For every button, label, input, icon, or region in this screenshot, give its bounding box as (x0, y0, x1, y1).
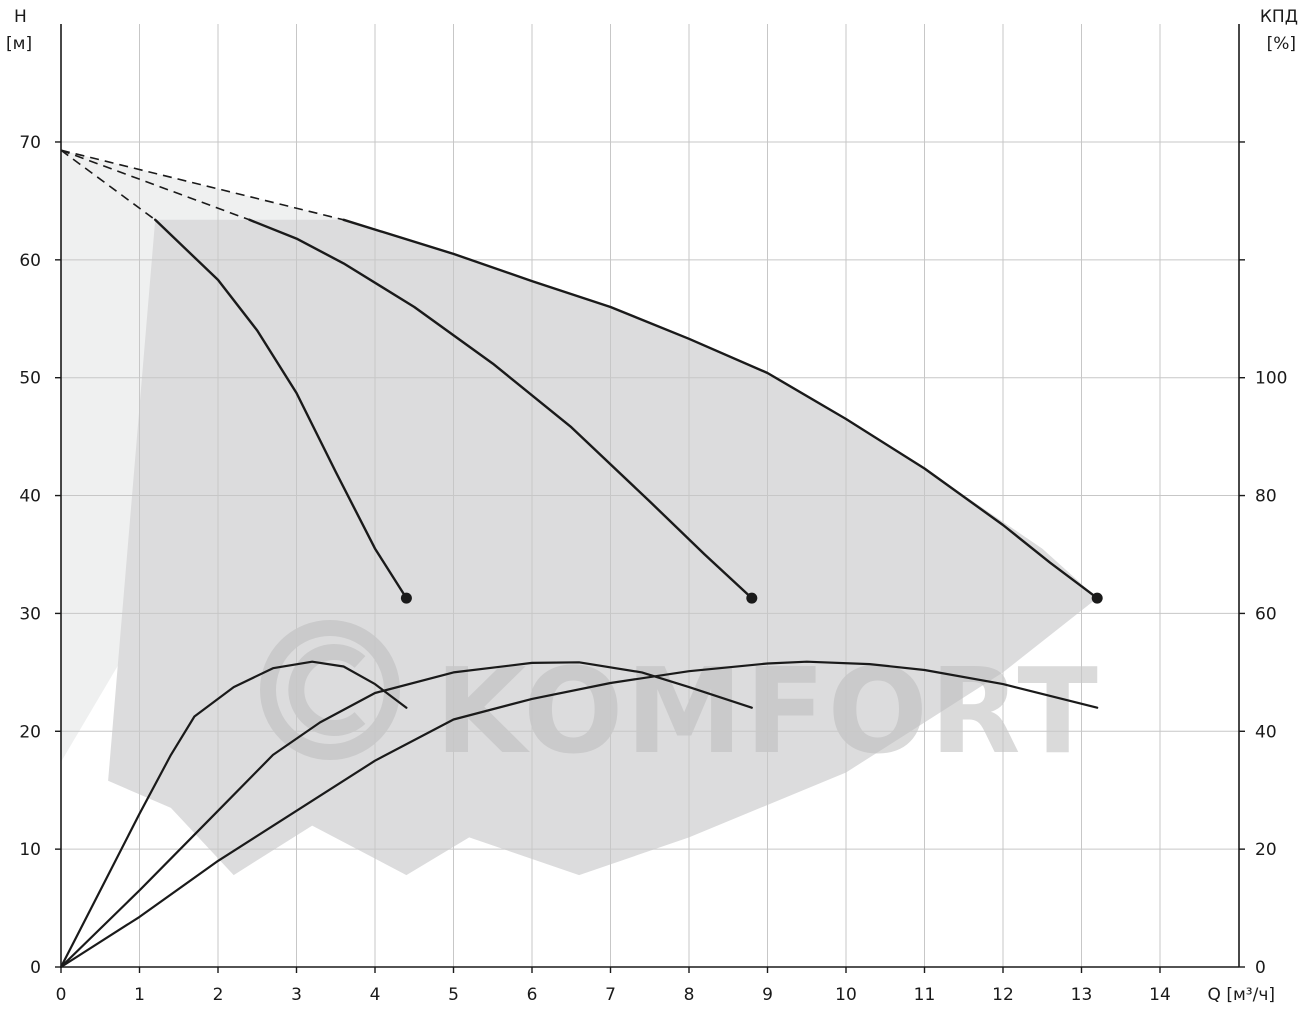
dark-region (108, 219, 1098, 876)
x-tick-label: 6 (527, 985, 538, 1005)
head-curve-1-end-point (400, 592, 412, 604)
head-curve-2-dashed (60, 149, 250, 221)
x-tick-label: 10 (835, 985, 857, 1005)
left-tick-label: 60 (19, 251, 41, 271)
komfort-watermark: KOMFORT (435, 642, 1100, 780)
right-tick-label: 80 (1255, 487, 1277, 507)
x-tick-label: 7 (605, 985, 616, 1005)
right-tick-label: 40 (1255, 722, 1277, 742)
left-tick-label: 0 (30, 958, 41, 978)
left-tick-label: 30 (19, 604, 41, 624)
x-tick-label: 4 (370, 985, 381, 1005)
left-tick-label: 40 (19, 487, 41, 507)
x-tick-label: 9 (762, 985, 773, 1005)
x-tick-label: 11 (914, 985, 936, 1005)
x-tick-label: 13 (1071, 985, 1093, 1005)
x-tick-label: 3 (291, 985, 302, 1005)
head-curve-3-end-point (1091, 592, 1103, 604)
right-tick-label: 100 (1255, 369, 1287, 389)
x-tick-label: 2 (213, 985, 224, 1005)
operating-regions (61, 150, 1098, 876)
efficiency-curve-1 (59, 660, 408, 969)
head-curve-1-dashed (60, 149, 156, 221)
head-curve-2 (248, 218, 753, 600)
head-curve-3-dashed (60, 149, 344, 221)
x-tick-label: 14 (1149, 985, 1171, 1005)
right-tick-label: 20 (1255, 840, 1277, 860)
right-tick-label: 0 (1255, 958, 1266, 978)
head-curves (60, 149, 1103, 604)
right-axis-title-line2: [%] (1267, 34, 1296, 54)
x-tick-label: 12 (992, 985, 1014, 1005)
left-tick-label: 10 (19, 840, 41, 860)
axes (55, 24, 1245, 973)
right-tick-label: 60 (1255, 604, 1277, 624)
x-axis-title: Q [м³/ч] (1208, 985, 1275, 1005)
left-tick-label: 70 (19, 133, 41, 153)
right-axis-title-line1: КПД (1260, 7, 1298, 27)
tick-labels: 0 1 2 3 4 5 6 7 8 9 10 11 12 13 1401020304050607002040… (19, 133, 1287, 1005)
x-tick-label: 8 (684, 985, 695, 1005)
head-curve-3 (342, 218, 1099, 600)
left-tick-label: 20 (19, 722, 41, 742)
x-tick-label: 1 (134, 985, 145, 1005)
left-tick-label: 50 (19, 369, 41, 389)
efficiency-curve-2 (59, 661, 753, 969)
head-curve-1 (153, 218, 408, 600)
x-tick-label: 0 (56, 985, 67, 1005)
left-axis-title-line2: [м] (6, 34, 32, 54)
left-axis-title-line1: H (14, 7, 27, 27)
x-tick-label: 5 (448, 985, 459, 1005)
efficiency-curves (59, 660, 1099, 969)
head-curve-2-end-point (746, 592, 758, 604)
efficiency-curve-3 (59, 660, 1099, 969)
